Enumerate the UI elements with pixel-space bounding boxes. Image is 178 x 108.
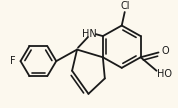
Text: Cl: Cl xyxy=(121,1,130,11)
Text: F: F xyxy=(10,56,15,66)
Text: HO: HO xyxy=(157,69,172,79)
Text: HN: HN xyxy=(82,29,96,39)
Text: O: O xyxy=(162,47,169,56)
